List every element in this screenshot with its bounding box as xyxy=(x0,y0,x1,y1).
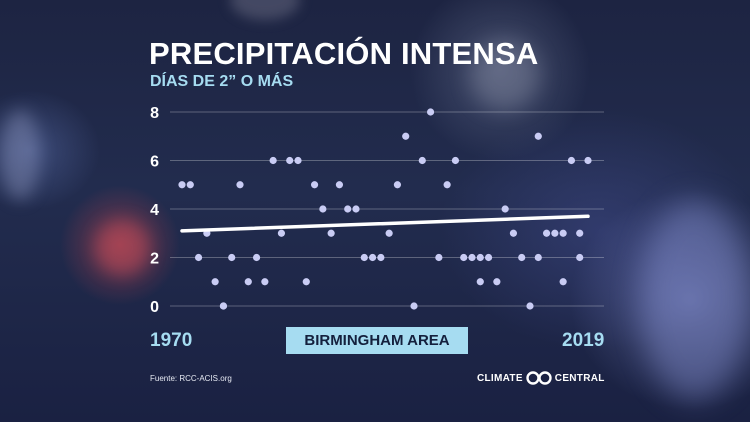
climate-central-logo-icon xyxy=(526,371,552,385)
data-point xyxy=(194,253,203,262)
data-point xyxy=(393,181,402,189)
data-point xyxy=(526,302,534,310)
source-credit: Fuente: RCC-ACIS.org xyxy=(150,374,232,383)
data-point xyxy=(236,181,244,189)
data-point xyxy=(476,278,484,286)
data-point xyxy=(451,156,460,165)
data-point xyxy=(534,253,542,262)
data-points xyxy=(178,108,592,310)
climate-central-brand: CLIMATE CENTRAL xyxy=(477,370,605,386)
data-point xyxy=(584,156,592,165)
y-tick-label: 6 xyxy=(150,154,159,171)
data-point xyxy=(418,156,426,165)
data-point xyxy=(286,156,294,165)
y-axis-tick-labels: 0 2 4 6 8 xyxy=(150,105,159,316)
data-point xyxy=(559,229,567,237)
data-point xyxy=(410,302,418,310)
data-point xyxy=(310,181,319,189)
data-point xyxy=(360,253,368,262)
data-point xyxy=(551,229,559,237)
data-point xyxy=(426,108,435,116)
data-point xyxy=(493,278,501,286)
chart-title: PRECIPITACIÓN INTENSA xyxy=(149,36,539,71)
data-point xyxy=(385,229,393,237)
data-point xyxy=(542,229,551,237)
data-point xyxy=(501,205,509,213)
grid-lines xyxy=(170,111,604,307)
data-point xyxy=(559,278,567,286)
data-point xyxy=(534,132,542,140)
data-point xyxy=(244,278,252,286)
y-tick-label: 2 xyxy=(150,251,159,268)
data-point xyxy=(219,302,228,310)
data-point xyxy=(228,253,236,262)
data-point xyxy=(252,253,261,262)
x-axis-end-year: 2019 xyxy=(562,330,605,351)
data-point xyxy=(211,278,219,286)
data-point xyxy=(518,253,526,262)
y-tick-label: 4 xyxy=(150,202,159,219)
brand-text-right: CENTRAL xyxy=(554,372,605,384)
data-point xyxy=(302,278,310,286)
data-point xyxy=(468,253,476,262)
data-point xyxy=(484,253,493,262)
chart-subtitle: DÍAS DE 2” O MÁS xyxy=(150,73,294,90)
y-tick-label: 8 xyxy=(150,105,159,122)
data-point xyxy=(567,156,576,165)
data-point xyxy=(368,253,377,262)
data-point xyxy=(335,181,344,189)
data-point xyxy=(509,229,518,237)
data-point xyxy=(443,181,451,189)
data-point xyxy=(476,253,484,262)
data-point xyxy=(344,205,352,213)
data-point xyxy=(277,229,286,237)
x-axis-start-year: 1970 xyxy=(150,330,193,351)
data-point xyxy=(319,205,327,213)
location-label: BIRMINGHAM AREA xyxy=(286,327,468,354)
data-point xyxy=(377,253,385,262)
data-point xyxy=(186,181,194,189)
data-point xyxy=(294,156,302,165)
data-point xyxy=(460,253,468,262)
data-point xyxy=(327,229,335,237)
data-point xyxy=(269,156,277,165)
data-point xyxy=(402,132,410,140)
data-point xyxy=(576,229,584,237)
data-point xyxy=(352,205,360,213)
trend-line xyxy=(180,214,590,233)
y-tick-label: 0 xyxy=(150,299,159,316)
data-point xyxy=(178,181,186,189)
data-point xyxy=(261,278,269,286)
brand-text-left: CLIMATE xyxy=(477,372,523,384)
data-point xyxy=(435,253,443,262)
data-point xyxy=(576,253,584,262)
